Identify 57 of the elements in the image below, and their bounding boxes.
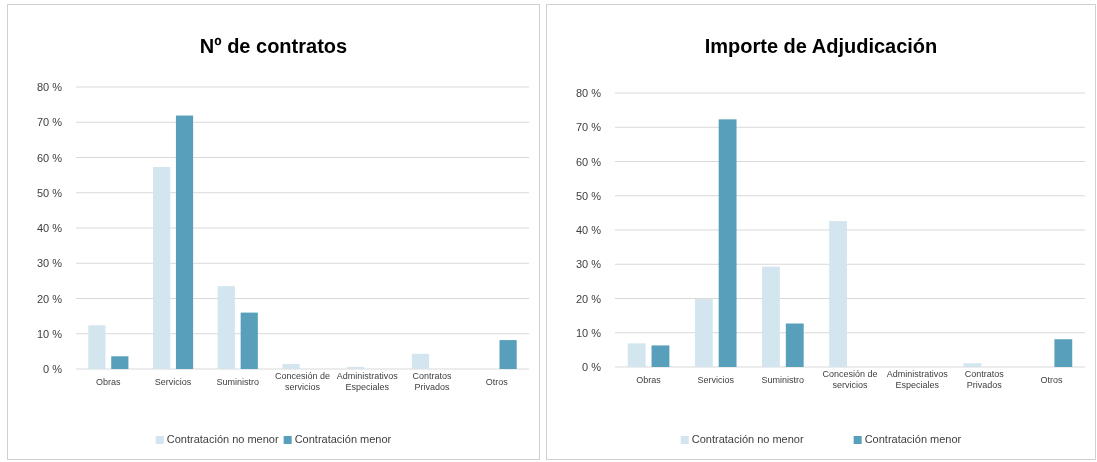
x-tick-label: Contratos Privados — [964, 369, 1005, 391]
bar — [718, 119, 737, 367]
bar — [347, 366, 365, 369]
bar — [651, 345, 670, 367]
bar — [282, 364, 300, 369]
bar — [240, 312, 258, 369]
x-tick-label: Obras — [636, 375, 662, 386]
y-tick-label: 70 % — [575, 121, 602, 134]
bar — [88, 325, 106, 369]
bar — [785, 323, 804, 367]
legend-label: Contratación menor — [864, 433, 962, 445]
x-tick-label: Administrativos Especiales — [886, 369, 949, 391]
bar — [217, 286, 235, 369]
bar — [153, 167, 171, 369]
y-tick-label: 50 % — [36, 186, 63, 199]
x-tick-label: Servicios — [154, 377, 192, 388]
y-tick-label: 80 % — [36, 81, 63, 94]
bar — [499, 340, 517, 369]
chart-title: Importe de Adjudicación — [704, 35, 938, 57]
bar — [1054, 339, 1073, 367]
y-tick-label: 50 % — [575, 189, 602, 202]
legend-label: Contratación no menor — [166, 433, 279, 445]
x-tick-label: Obras — [96, 377, 122, 388]
x-tick-label: Concesión de servicios — [822, 369, 878, 391]
y-tick-label: 10 % — [575, 326, 602, 339]
bar — [963, 363, 982, 367]
x-tick-label: Suministro — [216, 377, 260, 388]
y-tick-label: 10 % — [36, 327, 63, 340]
bar — [111, 356, 129, 369]
y-tick-label: 30 % — [36, 257, 63, 270]
legend-label: Contratación menor — [294, 433, 392, 445]
y-tick-label: 0 % — [43, 363, 63, 376]
y-tick-label: 60 % — [575, 155, 602, 168]
y-tick-label: 80 % — [575, 87, 602, 100]
bar — [694, 299, 713, 367]
x-tick-label: Otros — [485, 377, 509, 388]
y-tick-label: 40 % — [36, 222, 63, 235]
y-tick-label: 70 % — [36, 116, 63, 129]
bar — [627, 343, 646, 367]
x-tick-label: Servicios — [697, 375, 735, 386]
bar — [762, 266, 780, 367]
x-tick-label: Otros — [1040, 375, 1063, 386]
chart-title: Nº de contratos — [199, 35, 348, 57]
y-tick-label: 60 % — [36, 151, 63, 164]
x-tick-label: Concesión de servicios — [274, 371, 331, 393]
x-tick-label: Suministro — [761, 375, 805, 386]
bar — [175, 115, 194, 369]
bar — [829, 221, 848, 367]
x-tick-label: Administrativos Especiales — [336, 371, 399, 393]
y-tick-label: 20 % — [36, 292, 63, 305]
bar — [411, 353, 430, 369]
y-tick-label: 0 % — [582, 361, 602, 374]
legend-label: Contratación no menor — [691, 433, 804, 445]
y-tick-label: 30 % — [575, 258, 602, 271]
x-tick-label: Contratos Privados — [412, 371, 452, 393]
y-tick-label: 40 % — [575, 224, 602, 237]
y-tick-label: 20 % — [575, 292, 602, 305]
